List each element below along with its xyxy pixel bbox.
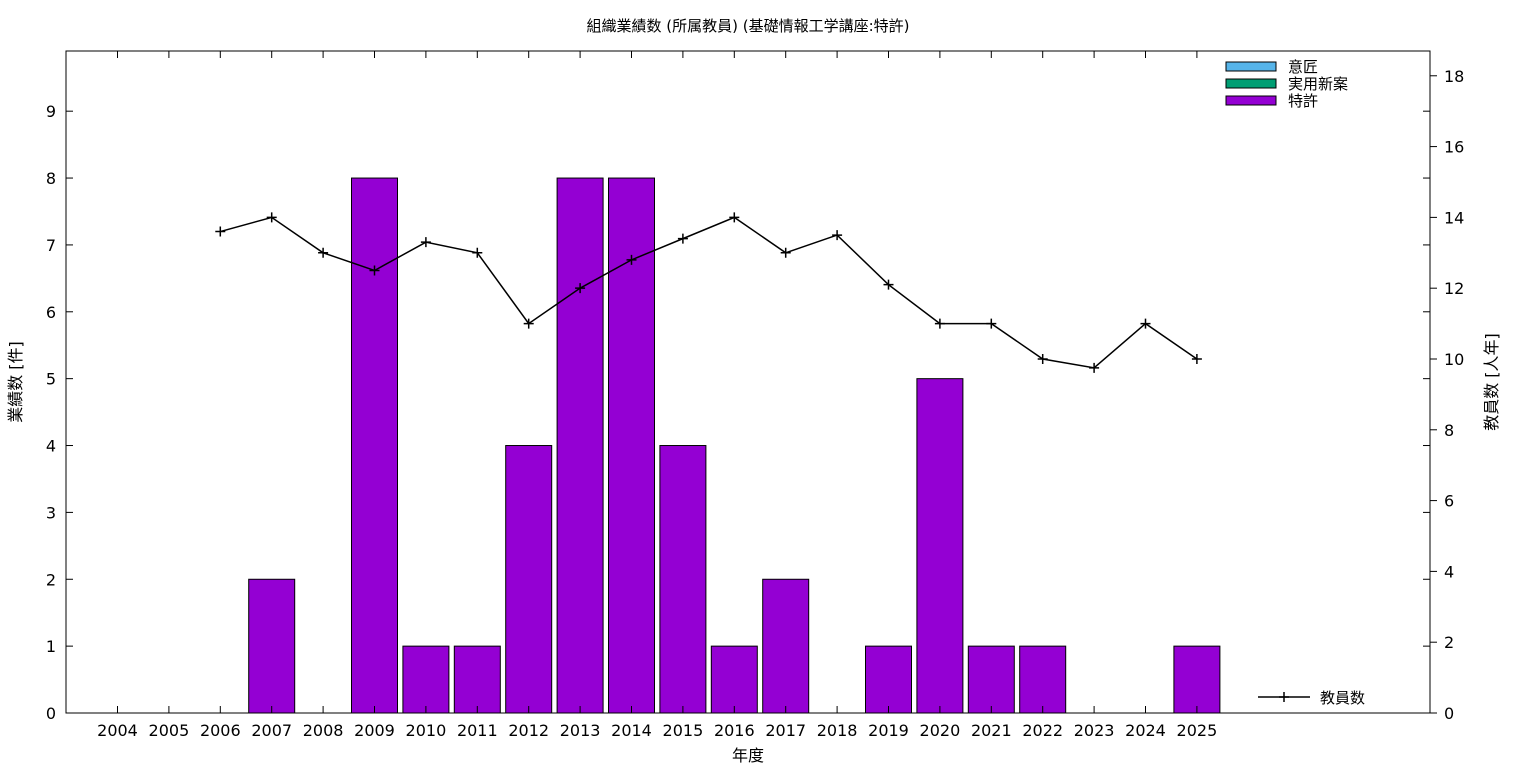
x-tick-label: 2024 — [1125, 721, 1166, 740]
bar-2013-series-2 — [556, 177, 604, 714]
legend-label-2: 特許 — [1288, 92, 1318, 110]
bar-2017-series-2 — [762, 578, 810, 714]
line-series-faculty — [220, 216, 1198, 369]
y-tick-label: 3 — [46, 503, 56, 522]
line-point-2022 — [1037, 353, 1048, 364]
x-tick-label: 2018 — [817, 721, 858, 740]
y-tick-label: 2 — [46, 570, 56, 589]
x-tick-label: 2023 — [1074, 721, 1115, 740]
chart-title: 組織業績数 (所属教員) (基礎情報工学講座:特許) — [586, 17, 909, 35]
line-point-2011 — [472, 247, 483, 258]
x-tick-label: 2012 — [508, 721, 549, 740]
x-tick-label: 2013 — [560, 721, 601, 740]
y2-tick-label: 18 — [1444, 67, 1464, 86]
line-point-2021 — [986, 318, 997, 329]
bars-layer — [248, 177, 1221, 714]
x-tick-label: 2005 — [149, 721, 190, 740]
bar-2014-series-2 — [608, 177, 655, 714]
line-point-2020 — [934, 318, 945, 329]
y-tick-label: 9 — [46, 102, 56, 121]
legend-swatch-1 — [1225, 78, 1277, 89]
y2-tick-label: 16 — [1444, 138, 1464, 157]
line-point-2007 — [266, 212, 277, 223]
legend-label-0: 意匠 — [1288, 58, 1318, 76]
line-layer — [215, 212, 1202, 373]
line-point-2009 — [369, 265, 380, 276]
legend-label-1: 実用新案 — [1288, 75, 1348, 93]
bar-2016-series-2 — [710, 645, 758, 714]
x-tick-label: 2004 — [97, 721, 138, 740]
line-point-2019 — [883, 279, 894, 290]
bar-2019-series-2 — [865, 645, 912, 714]
legend-swatch-0 — [1225, 61, 1277, 72]
bar-2015-series-2 — [659, 445, 707, 714]
plot-frame — [65, 50, 1431, 714]
x-tick-label: 2014 — [611, 721, 652, 740]
x-tick-label: 2007 — [251, 721, 292, 740]
bar-2011-series-2 — [453, 645, 501, 714]
x-tick-label: 2021 — [971, 721, 1012, 740]
line-point-2008 — [318, 247, 329, 258]
y-tick-label: 8 — [46, 169, 56, 188]
legend-line-marker — [1279, 692, 1289, 702]
y-tick-label: 0 — [46, 704, 56, 723]
y-tick-label: 7 — [46, 236, 56, 255]
bar-2022-series-2 — [1019, 645, 1067, 714]
line-point-2025 — [1191, 353, 1202, 364]
x-tick-label: 2022 — [1022, 721, 1063, 740]
y-tick-label: 4 — [46, 437, 56, 456]
legend-swatch-2 — [1225, 95, 1277, 106]
bar-2010-series-2 — [402, 645, 450, 714]
line-point-2012 — [523, 318, 534, 329]
bar-2025-series-2 — [1173, 645, 1221, 714]
y-tick-label: 6 — [46, 303, 56, 322]
x-tick-label: 2017 — [765, 721, 806, 740]
bar-2009-series-2 — [351, 177, 398, 714]
y2-tick-label: 0 — [1444, 704, 1454, 723]
line-point-2023 — [1089, 362, 1100, 373]
x-tick-label: 2009 — [354, 721, 395, 740]
line-point-2013 — [575, 283, 586, 294]
x-tick-label: 2019 — [868, 721, 909, 740]
bar-2012-series-2 — [505, 445, 553, 714]
line-point-2015 — [677, 233, 688, 244]
x-tick-label: 2020 — [920, 721, 961, 740]
x-tick-label: 2006 — [200, 721, 241, 740]
y2-tick-label: 4 — [1444, 562, 1454, 581]
y2-tick-label: 10 — [1444, 350, 1464, 369]
line-point-2016 — [729, 212, 740, 223]
x-tick-label: 2008 — [303, 721, 344, 740]
x-axis-label: 年度 — [732, 746, 764, 765]
x-tick-label: 2025 — [1177, 721, 1218, 740]
line-point-2014 — [626, 254, 637, 265]
y2-tick-label: 8 — [1444, 421, 1454, 440]
line-point-2018 — [832, 230, 843, 241]
y2-tick-label: 14 — [1444, 208, 1464, 227]
x-tick-label: 2015 — [663, 721, 704, 740]
line-point-2024 — [1140, 318, 1151, 329]
x-tick-label: 2011 — [457, 721, 498, 740]
line-point-2010 — [420, 237, 431, 248]
y-axis-label: 業績数 [件] — [6, 341, 25, 423]
legend-line-label: 教員数 — [1320, 689, 1365, 707]
y-tick-label: 1 — [46, 637, 56, 656]
y2-tick-label: 2 — [1444, 633, 1454, 652]
bar-2007-series-2 — [248, 578, 296, 714]
bar-2021-series-2 — [967, 645, 1015, 714]
x-tick-label: 2016 — [714, 721, 755, 740]
x-tick-label: 2010 — [406, 721, 447, 740]
bar-2020-series-2 — [916, 378, 964, 714]
y2-tick-label: 6 — [1444, 492, 1454, 511]
line-point-2006 — [215, 226, 226, 237]
y2-axis-label: 教員数 [人年] — [1482, 333, 1501, 431]
y-tick-label: 5 — [46, 370, 56, 389]
line-point-2017 — [780, 247, 791, 258]
y2-tick-label: 12 — [1444, 279, 1464, 298]
